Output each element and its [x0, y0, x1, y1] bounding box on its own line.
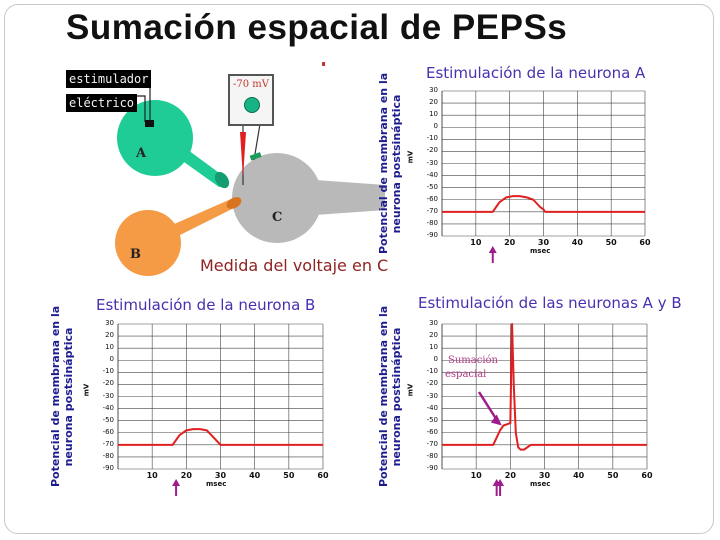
- stimulus-arrow-head: [488, 246, 497, 253]
- voltmeter-reading: -70 mV: [233, 79, 269, 90]
- y-tick-label: -80: [426, 451, 438, 460]
- stimulator-label-line2: eléctrico: [66, 94, 138, 112]
- y-tick-label: -10: [102, 367, 114, 376]
- stimulating-electrode: [145, 120, 154, 127]
- y-tick-label: -80: [102, 451, 114, 460]
- neuron-c-axon: [315, 180, 385, 215]
- y-tick-label: -70: [102, 439, 114, 448]
- membrane-potential-trace: [118, 428, 323, 446]
- stimulator-label-line1: estimulador: [66, 70, 152, 88]
- x-tick-label: 20: [504, 471, 516, 480]
- y-tick-label: -60: [426, 194, 438, 203]
- annotation-line1: Sumación: [448, 355, 498, 366]
- x-tick-label: 40: [249, 471, 261, 480]
- y-tick-label: 30: [429, 319, 438, 327]
- x-unit-label: msec: [530, 480, 551, 488]
- y-tick-label: 0: [433, 355, 438, 364]
- x-tick-label: 20: [504, 238, 516, 247]
- diagram-caption: Medida del voltaje en C: [200, 256, 389, 275]
- x-unit-label: msec: [530, 247, 551, 255]
- neuron-c-body: [232, 153, 322, 243]
- y-tick-label: -50: [102, 415, 114, 424]
- neuron-b-label: B: [130, 247, 141, 262]
- y-tick-label: 20: [429, 331, 438, 340]
- voltmeter-dial: [244, 97, 260, 113]
- y-tick-label: 20: [105, 331, 114, 340]
- y-tick-label: -50: [426, 415, 438, 424]
- y-tick-label: 20: [429, 98, 438, 107]
- neuron-b-terminal: [226, 197, 242, 209]
- y-tick-label: -70: [426, 206, 438, 215]
- x-tick-label: 40: [571, 238, 583, 247]
- x-tick-label: 40: [573, 471, 585, 480]
- y-tick-label: -40: [426, 170, 438, 179]
- y-tick-label: -30: [426, 391, 438, 400]
- neuron-a-body: [117, 100, 193, 176]
- neuron-b-body: [115, 210, 181, 276]
- y-tick-label: -60: [102, 427, 114, 436]
- x-tick-label: 30: [537, 238, 550, 247]
- voltmeter: -70 mV: [228, 74, 274, 126]
- y-tick-label: -20: [426, 146, 438, 155]
- slide-frame: [4, 4, 714, 534]
- y-tick-label: 10: [429, 343, 438, 352]
- x-tick-label: 30: [214, 471, 227, 480]
- membrane-potential-trace: [442, 323, 647, 451]
- y-tick-label: 10: [105, 343, 114, 352]
- y-tick-label: -70: [426, 439, 438, 448]
- y-tick-label: -30: [102, 391, 114, 400]
- slide-title: Sumación espacial de PEPSs: [66, 8, 568, 47]
- annotation-arrow-shaft: [477, 391, 499, 423]
- x-tick-label: 10: [470, 238, 482, 247]
- neuron-a-terminal: [214, 171, 230, 189]
- chart-title: Estimulación de la neurona B: [96, 296, 316, 314]
- y-tick-label: -50: [426, 182, 438, 191]
- x-tick-label: 60: [641, 471, 653, 480]
- y-tick-label: -60: [426, 427, 438, 436]
- y-tick-label: -20: [426, 379, 438, 388]
- y-tick-label: -20: [102, 379, 114, 388]
- x-tick-label: 60: [639, 238, 651, 247]
- stimulus-arrow-head: [496, 479, 505, 486]
- y-tick-label: -10: [426, 367, 438, 376]
- x-tick-label: 10: [146, 471, 158, 480]
- y-tick-label: -30: [426, 158, 438, 167]
- stimulus-arrow-head: [172, 479, 181, 486]
- chart-title: Estimulación de la neurona A: [426, 64, 646, 82]
- neuron-c-label: C: [272, 210, 283, 225]
- annotation-arrow-head: [490, 414, 502, 426]
- y-tick-label: 10: [429, 110, 438, 119]
- y-tick-label: 30: [105, 319, 114, 327]
- y-tick-label: 0: [109, 355, 114, 364]
- x-tick-label: 60: [317, 471, 329, 480]
- pointer-mark: [322, 62, 325, 66]
- x-tick-label: 30: [538, 471, 551, 480]
- x-tick-label: 20: [180, 471, 192, 480]
- y-tick-label: -90: [426, 231, 438, 239]
- y-tick-label: -80: [426, 218, 438, 227]
- y-tick-label: -40: [426, 403, 438, 412]
- y-tick-label: -90: [102, 464, 114, 472]
- neuron-a-label: A: [136, 146, 147, 161]
- reference-electrode: [249, 152, 262, 161]
- y-tick-label: -90: [426, 464, 438, 472]
- chart-title: Estimulación de las neuronas A y B: [418, 294, 682, 312]
- x-tick-label: 50: [605, 238, 617, 247]
- neuron-b-axon: [172, 199, 236, 236]
- y-tick-label: -40: [102, 403, 114, 412]
- y-tick-label: -10: [426, 134, 438, 143]
- y-tick-label: 0: [433, 122, 438, 131]
- membrane-potential-trace: [442, 195, 645, 213]
- x-tick-label: 10: [470, 471, 482, 480]
- x-tick-label: 50: [283, 471, 295, 480]
- x-tick-label: 50: [607, 471, 619, 480]
- recording-electrode: [240, 132, 246, 178]
- x-unit-label: msec: [206, 480, 227, 488]
- y-tick-label: 30: [429, 86, 438, 94]
- annotation-line2: espacial: [445, 369, 487, 380]
